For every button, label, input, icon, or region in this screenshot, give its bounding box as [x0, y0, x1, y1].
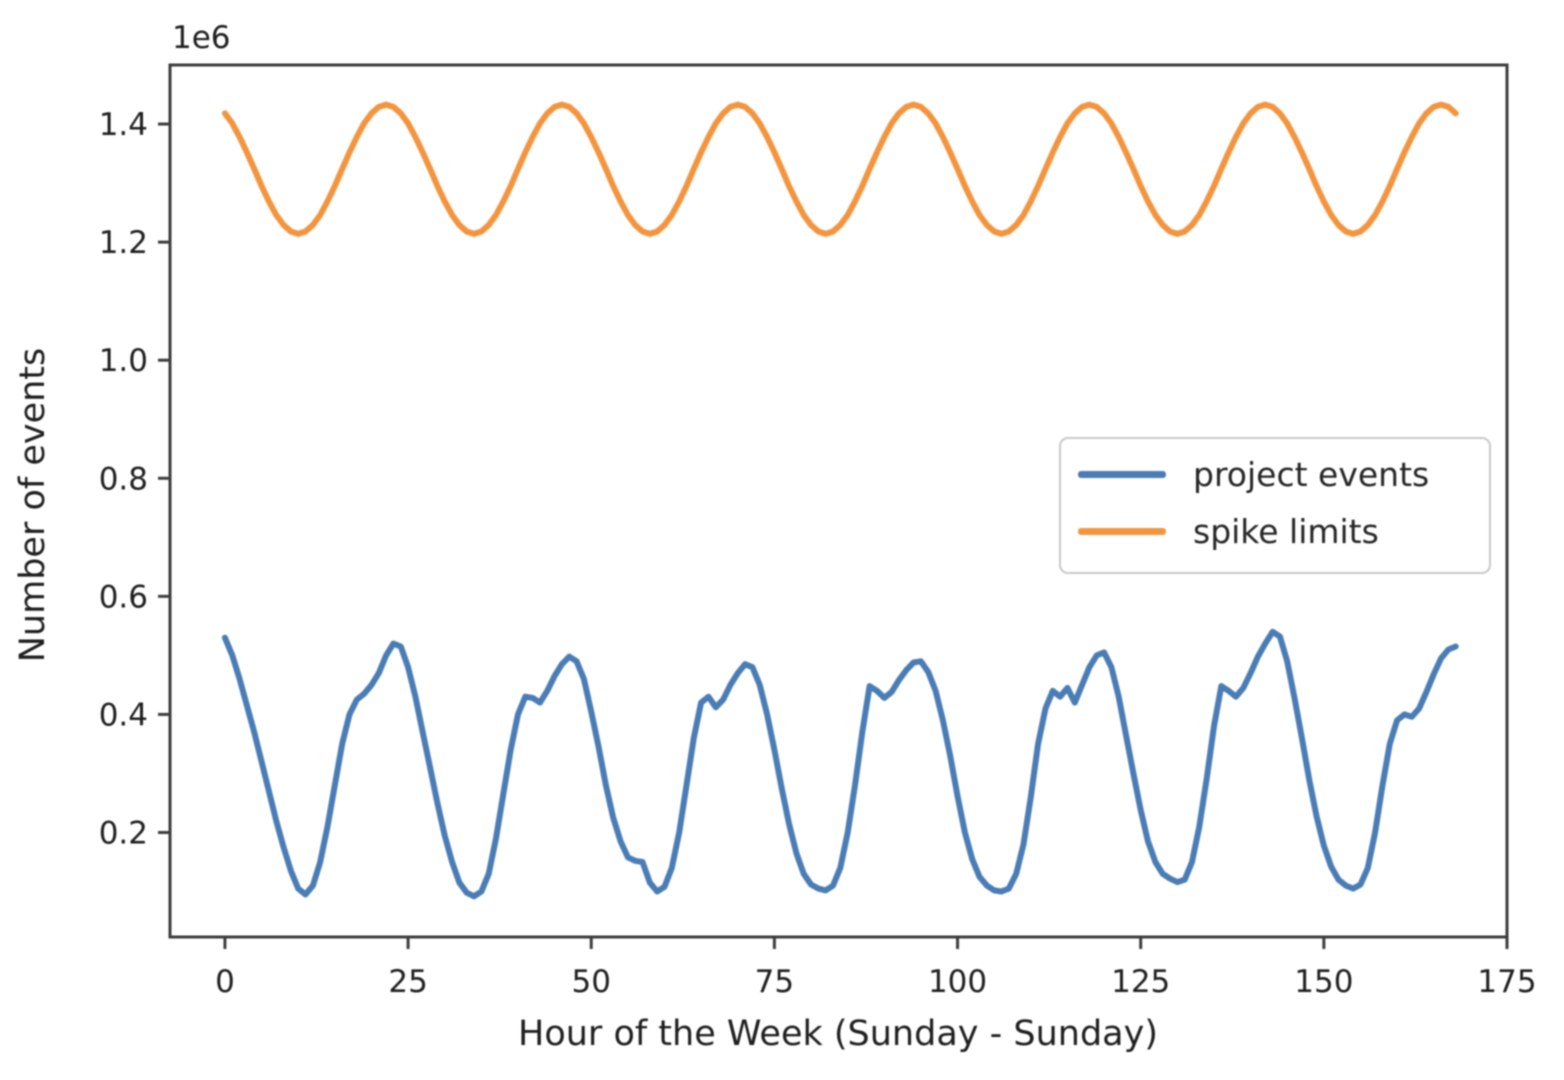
legend-item-spike-limits: spike limits [1061, 503, 1489, 560]
x-tick-label: 100 [928, 964, 987, 1000]
legend-label-project-events: project events [1193, 455, 1430, 494]
legend-item-project-events: project events [1061, 446, 1489, 503]
legend-label-spike-limits: spike limits [1193, 512, 1379, 551]
series-line-spike-limits [221, 101, 1459, 237]
x-tick-label: 175 [1477, 964, 1536, 1000]
legend: project events spike limits [1059, 437, 1491, 574]
x-tick-label: 150 [1294, 964, 1353, 1000]
x-tick-label: 125 [1111, 964, 1170, 1000]
y-tick-label: 1.0 [99, 343, 148, 379]
x-tick-label: 25 [388, 964, 427, 1000]
y-tick-label: 1.2 [99, 225, 148, 261]
x-tick-label: 0 [215, 964, 235, 1000]
y-tick-label: 0.4 [99, 697, 148, 733]
axes-spines [168, 63, 1509, 939]
y-tick-label: 0.6 [99, 579, 148, 615]
x-axis-title: Hour of the Week (Sunday - Sunday) [518, 1014, 1158, 1054]
y-axis-offset-label: 1e6 [172, 20, 231, 56]
series-line-project-events [221, 628, 1459, 900]
legend-line-sample-orange [1078, 528, 1166, 535]
y-tick-label: 0.2 [99, 816, 148, 852]
y-tick-label: 0.8 [99, 461, 148, 497]
x-tick-label: 50 [572, 964, 611, 1000]
legend-line-sample-blue [1078, 471, 1166, 478]
y-tick-label: 1.4 [99, 107, 148, 143]
x-tick-label: 75 [755, 964, 794, 1000]
